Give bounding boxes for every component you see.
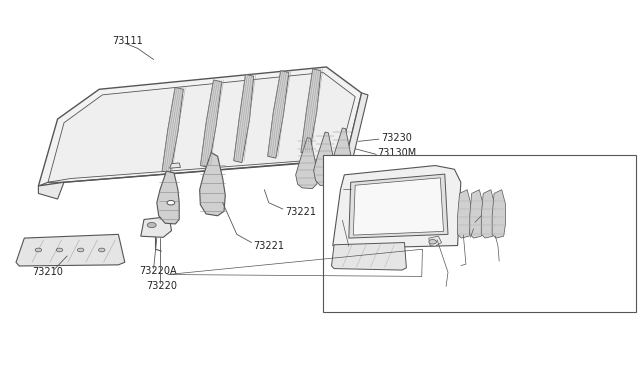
Text: 73210: 73210 <box>32 267 63 277</box>
Polygon shape <box>200 153 225 216</box>
Polygon shape <box>200 80 221 167</box>
Polygon shape <box>458 190 471 238</box>
Circle shape <box>77 248 84 252</box>
Text: SUN ROOF: SUN ROOF <box>344 302 392 311</box>
Circle shape <box>147 222 156 228</box>
Polygon shape <box>162 87 183 173</box>
Text: 73220A: 73220A <box>410 275 439 283</box>
Text: 73111: 73111 <box>325 185 349 193</box>
Text: 73220: 73220 <box>146 281 177 291</box>
Polygon shape <box>353 178 444 235</box>
Polygon shape <box>470 190 483 238</box>
Polygon shape <box>331 128 353 183</box>
Polygon shape <box>332 243 406 270</box>
Text: 73221: 73221 <box>253 241 284 251</box>
Text: 73130M: 73130M <box>477 219 508 228</box>
Polygon shape <box>157 171 179 224</box>
Polygon shape <box>170 163 180 168</box>
Text: 73130M: 73130M <box>378 148 417 157</box>
Text: 73221E: 73221E <box>429 284 458 293</box>
Polygon shape <box>296 138 318 189</box>
Text: 73230: 73230 <box>381 133 412 142</box>
Text: 73221: 73221 <box>472 234 496 243</box>
Text: 73221: 73221 <box>285 207 316 217</box>
Polygon shape <box>301 69 321 154</box>
Bar <box>323 155 636 312</box>
Polygon shape <box>48 73 355 182</box>
Text: 73220A: 73220A <box>140 266 177 276</box>
Polygon shape <box>346 93 368 162</box>
Polygon shape <box>492 190 506 238</box>
Polygon shape <box>349 174 448 238</box>
Polygon shape <box>38 67 362 186</box>
Circle shape <box>429 240 436 244</box>
Polygon shape <box>16 234 125 266</box>
Circle shape <box>167 201 175 205</box>
Text: A730C007P: A730C007P <box>499 302 543 311</box>
Polygon shape <box>314 132 336 186</box>
Polygon shape <box>268 71 289 158</box>
Polygon shape <box>333 166 461 248</box>
Circle shape <box>35 248 42 252</box>
Text: 73210: 73210 <box>325 217 349 226</box>
Circle shape <box>99 248 105 252</box>
Text: 73111: 73111 <box>112 36 143 46</box>
Polygon shape <box>141 218 172 237</box>
Polygon shape <box>429 236 442 246</box>
Polygon shape <box>234 74 253 163</box>
Circle shape <box>56 248 63 252</box>
Text: 73643M: 73643M <box>443 263 474 272</box>
Text: 73230: 73230 <box>500 259 525 267</box>
Polygon shape <box>38 182 64 199</box>
Polygon shape <box>481 190 495 238</box>
